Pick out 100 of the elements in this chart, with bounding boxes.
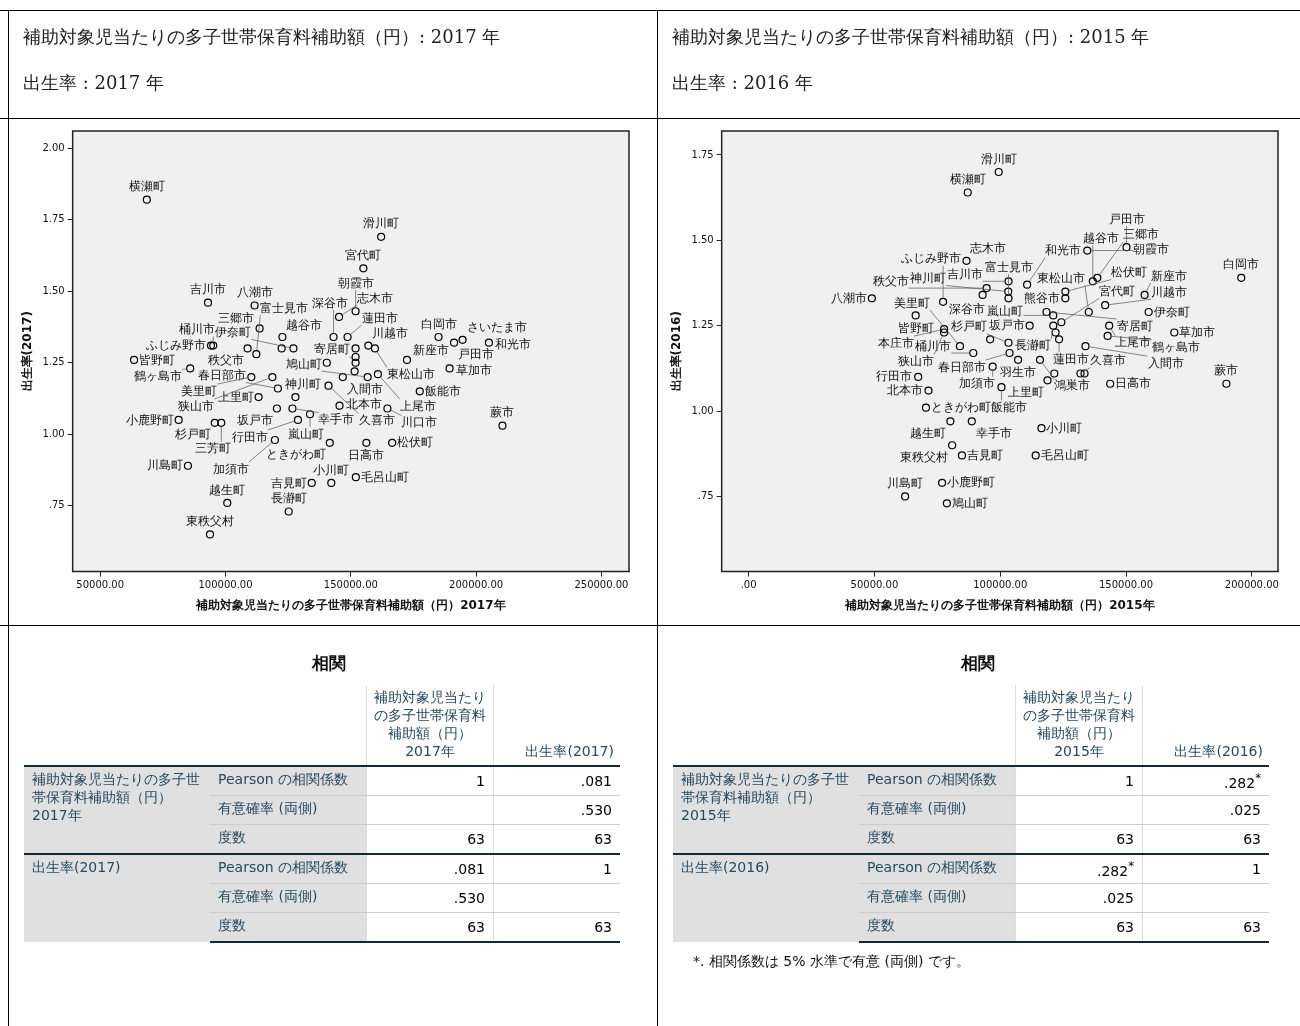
text: 63 <box>493 912 620 942</box>
annotation: 東秩父村 <box>900 449 949 464</box>
chart-title: 補助対象児当たりの多子世帯保育料補助額（円）: 2017 年 <box>23 25 502 49</box>
annotation: 新座市 <box>1150 268 1187 283</box>
annotation: 新座市 <box>412 342 449 357</box>
annotation: 朝霞市 <box>337 275 374 290</box>
annotation: 朝霞市 <box>1133 242 1170 257</box>
annotation: 草加市 <box>455 363 492 378</box>
annotation: 松伏町 <box>1111 265 1148 280</box>
annotation: 幸手市 <box>975 425 1012 440</box>
annotation: 三郷市 <box>217 311 254 326</box>
chart-subtitle: 出生率 : 2017 年 <box>23 71 166 95</box>
annotation: 日高市 <box>348 448 385 463</box>
text: .081 <box>493 766 620 796</box>
annotation: 飯能市 <box>424 383 461 398</box>
annotation: 坂戸市 <box>987 318 1025 333</box>
text: 63 <box>366 824 494 854</box>
annotation: 深谷市 <box>948 301 985 316</box>
text: 出生率(2017) <box>24 854 210 942</box>
annotation: 寄居町 <box>313 342 350 357</box>
annotation: 久喜市 <box>1090 353 1127 368</box>
annotation: 白岡市 <box>1223 257 1260 272</box>
annotation: 滑川町 <box>363 216 400 231</box>
annotation: 宮代町 <box>1099 283 1136 298</box>
x-tick-label: 250000.00 <box>574 579 629 591</box>
annotation: 東松山市 <box>1036 270 1085 285</box>
x-tick-label: 200000.00 <box>1224 579 1279 591</box>
y-tick-label: 1.25 <box>42 356 65 368</box>
annotation: 吉川市 <box>946 266 983 281</box>
annotation: 毛呂山町 <box>360 469 409 484</box>
chart-subtitle: 出生率 : 2016 年 <box>672 71 815 95</box>
text: 相関 <box>310 652 347 675</box>
text: 63 <box>366 912 494 942</box>
text: 相関 <box>959 652 996 675</box>
y-tick-label: .75 <box>48 499 65 511</box>
text: 63 <box>493 824 620 854</box>
annotation: 和光市 <box>494 337 531 352</box>
annotation: 北本市 <box>887 383 924 398</box>
text: 度数 <box>859 912 1016 942</box>
annotation: 行田市 <box>876 368 913 383</box>
text: .282$^{*}$ <box>1015 854 1143 884</box>
annotation: 久喜市 <box>358 413 395 428</box>
annotation: 八潮市 <box>830 290 867 305</box>
text: 補助対象児当たりの多子世帯保育料補助額（円）2017年 <box>24 766 210 854</box>
y-tick-label: 1.25 <box>691 319 714 331</box>
text: 1 <box>366 766 494 796</box>
text: 有意確率 (両側) <box>859 795 1016 825</box>
annotation: 三郷市 <box>1123 227 1160 242</box>
annotation: 嵐山町 <box>287 426 324 441</box>
annotation: 長瀞町 <box>270 491 307 506</box>
annotation: 草加市 <box>1179 325 1216 340</box>
y-axis-title: 出生率(2016) <box>669 311 684 392</box>
annotation: 富士見市 <box>984 259 1033 274</box>
annotation: 鶴ヶ島市 <box>134 369 183 384</box>
annotation: 北本市 <box>345 397 382 412</box>
annotation: さいたま市 <box>466 320 527 335</box>
annotation: 川口市 <box>401 415 438 430</box>
annotation: 杉戸町 <box>173 427 211 442</box>
annotation: 小鹿野町 <box>947 475 996 490</box>
annotation: 伊奈町 <box>1153 304 1190 319</box>
x-tick-label: 100000.00 <box>973 579 1028 591</box>
annotation: 上里町 <box>1007 384 1044 399</box>
annotation: 蕨市 <box>1214 363 1239 378</box>
annotation: 飯能市 <box>991 399 1028 414</box>
x-axis-title: 補助対象児当たりの多子世帯保育料補助額（円）2017年 <box>195 597 506 612</box>
annotation: 羽生市 <box>999 365 1037 380</box>
annotation: 川越市 <box>1151 284 1188 299</box>
text: 1 <box>1142 854 1269 884</box>
text: Pearson の相関係数 <box>210 854 367 884</box>
annotation: 東秩父村 <box>186 514 234 529</box>
y-tick-label: 2.00 <box>42 141 65 153</box>
annotation: 越谷市 <box>286 317 323 332</box>
annotation: 三芳町 <box>195 441 232 456</box>
text: .530 <box>366 883 494 913</box>
annotation: 小川町 <box>313 462 350 477</box>
y-tick-label: .75 <box>697 490 714 502</box>
annotation: 桶川市 <box>179 322 216 337</box>
annotation: 八潮市 <box>236 285 273 300</box>
annotation: 富士見市 <box>260 300 309 315</box>
annotation: ふじみ野市 <box>900 251 962 266</box>
text: 補助対象児当たりの多子世帯保育料補助額（円）2017年 <box>366 685 494 766</box>
annotation: 坂戸市 <box>235 413 273 428</box>
y-tick-label: 1.50 <box>42 284 65 296</box>
annotation: 越生町 <box>209 482 246 497</box>
text: 有意確率 (両側) <box>210 883 367 913</box>
annotation: 戸田市 <box>458 347 495 362</box>
annotation: 皆野町 <box>897 321 934 336</box>
annotation: 伊奈町 <box>215 325 252 340</box>
text: .081 <box>366 854 494 884</box>
annotation: ときがわ町 <box>930 400 991 415</box>
x-tick-label: 200000.00 <box>449 579 504 591</box>
annotation: 鴻巣市 <box>1053 378 1090 393</box>
annotation: 白岡市 <box>420 316 457 331</box>
y-axis-title: 出生率(2017) <box>20 311 35 392</box>
x-axis-title: 補助対象児当たりの多子世帯保育料補助額（円）2015年 <box>844 597 1155 612</box>
text: 補助対象児当たりの多子世帯保育料補助額（円）2015年 <box>1015 685 1143 766</box>
annotation: 蓮田市 <box>361 310 398 325</box>
text: *. 相関係数は 5% 水準で有意 (両側) です。 <box>693 953 971 971</box>
y-tick-label: 1.50 <box>691 233 714 245</box>
annotation: 入間市 <box>346 381 383 396</box>
